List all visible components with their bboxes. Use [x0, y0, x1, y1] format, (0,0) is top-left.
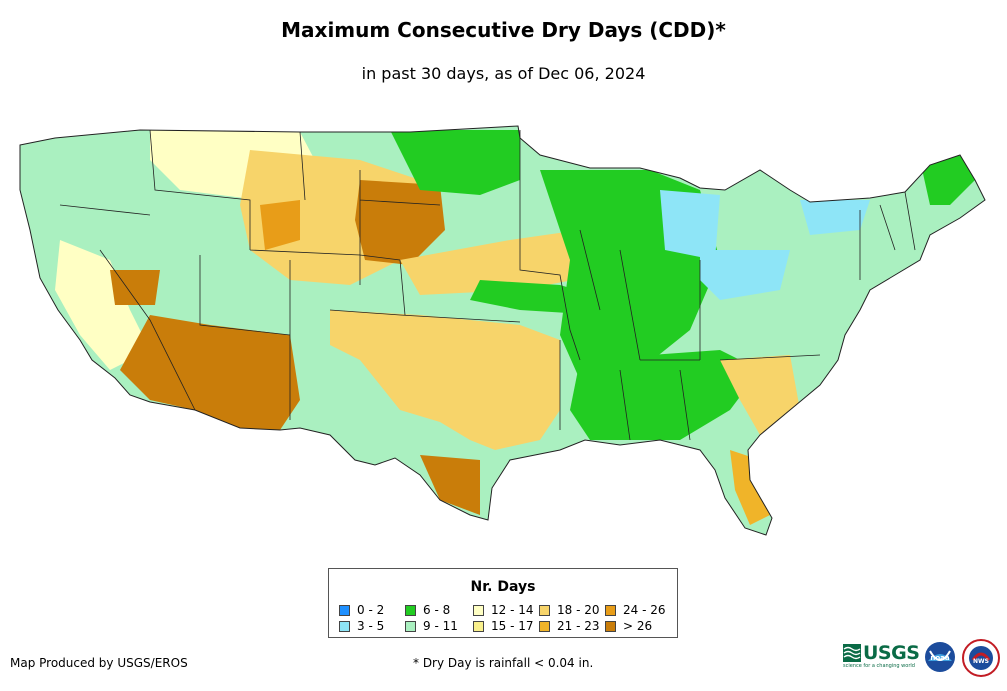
zone-utah [260, 200, 300, 250]
legend-swatch [339, 621, 350, 632]
legend-item: 24 - 26 [605, 604, 666, 617]
cdd-map [19, 125, 986, 536]
zone-maine [920, 155, 975, 205]
legend-item: 6 - 8 [405, 604, 450, 617]
zone-new-york [800, 200, 870, 235]
zone-southeast [570, 350, 760, 440]
legend-item: 9 - 11 [405, 620, 458, 633]
legend-title: Nr. Days [470, 579, 536, 595]
map-title: Maximum Consecutive Dry Days (CDD)* [281, 18, 726, 42]
zone-north-dakota [390, 130, 520, 195]
zone-carolinas [720, 355, 800, 435]
usgs-logo: USGS science for a changing world [843, 642, 920, 669]
legend: Nr. Days 0 - 2 3 - 5 6 - 8 9 - 11 12 - 1… [328, 568, 678, 638]
map-subtitle: in past 30 days, as of Dec 06, 2024 [361, 64, 646, 83]
legend-label: 6 - 8 [423, 603, 451, 617]
zone-california [55, 240, 150, 370]
legend-swatch [339, 605, 350, 616]
map-credit: Map Produced by USGS/EROS [10, 656, 188, 670]
legend-swatch [539, 621, 550, 632]
legend-label: > 26 [623, 619, 653, 633]
state-borders [59, 129, 916, 441]
noaa-text: noaa [930, 654, 950, 662]
zone-michigan [660, 190, 720, 260]
legend-label: 3 - 5 [357, 619, 385, 633]
legend-label: 18 - 20 [557, 603, 600, 617]
legend-item: 0 - 2 [339, 604, 384, 617]
legend-label: 21 - 23 [557, 619, 600, 633]
legend-swatch [605, 621, 616, 632]
legend-swatch [473, 605, 484, 616]
legend-label: 12 - 14 [491, 603, 534, 617]
legend-swatch [405, 621, 416, 632]
usgs-wordmark: USGS [863, 642, 920, 664]
state-border-lines [59, 129, 916, 441]
legend-item: 15 - 17 [473, 620, 534, 633]
legend-item: 12 - 14 [473, 604, 534, 617]
legend-swatch [539, 605, 550, 616]
legend-item: 18 - 20 [539, 604, 600, 617]
usgs-wave-icon [843, 644, 861, 662]
legend-swatch [405, 605, 416, 616]
legend-label: 9 - 11 [423, 619, 458, 633]
legend-item: > 26 [605, 620, 652, 633]
zone-southern-plains [330, 310, 560, 450]
nws-logo-icon: NWS [962, 639, 1000, 677]
zone-southwest [120, 315, 300, 430]
zone-south-texas [420, 455, 480, 515]
legend-label: 0 - 2 [357, 603, 385, 617]
legend-swatch [605, 605, 616, 616]
legend-swatch [473, 621, 484, 632]
legend-label: 24 - 26 [623, 603, 666, 617]
noaa-logo-icon: noaa [925, 642, 955, 672]
dry-day-footnote: * Dry Day is rainfall < 0.04 in. [413, 656, 594, 670]
legend-item: 21 - 23 [539, 620, 600, 633]
legend-label: 15 - 17 [491, 619, 534, 633]
usgs-tagline: science for a changing world [843, 663, 915, 669]
conus-outline [19, 125, 986, 536]
cdd-zones [55, 130, 975, 525]
zone-ohio [700, 250, 790, 300]
legend-item: 3 - 5 [339, 620, 384, 633]
nws-text: NWS [973, 658, 989, 665]
zone-nevada [110, 270, 160, 305]
